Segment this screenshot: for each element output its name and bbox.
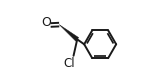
Text: O: O (41, 16, 51, 29)
Text: Cl: Cl (63, 57, 75, 70)
Polygon shape (59, 25, 79, 41)
